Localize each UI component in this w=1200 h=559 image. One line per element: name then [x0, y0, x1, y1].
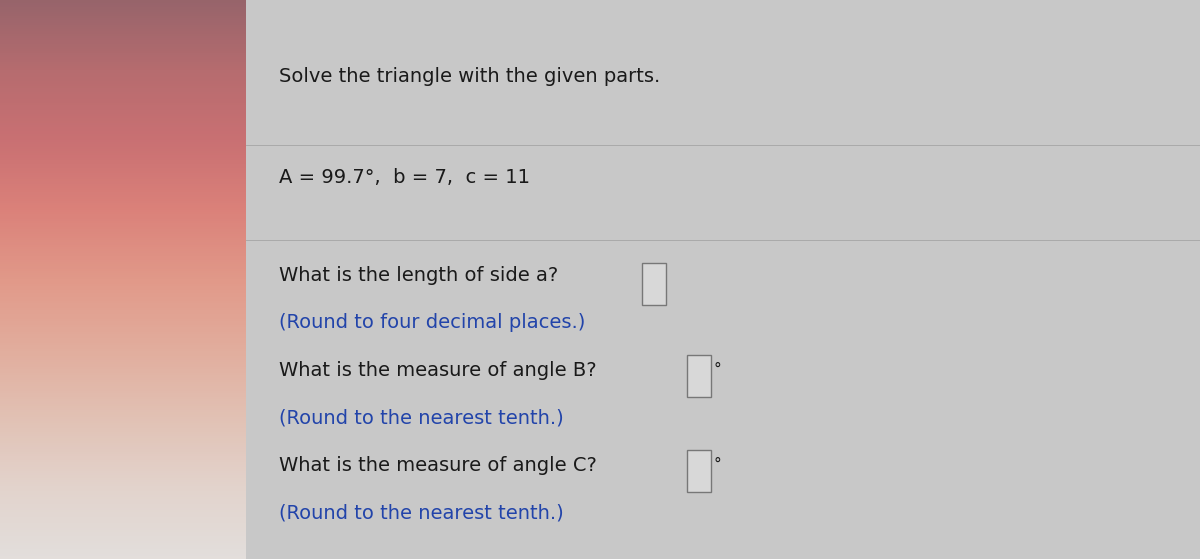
Text: (Round to the nearest tenth.): (Round to the nearest tenth.) [280, 408, 564, 427]
Text: (Round to four decimal places.): (Round to four decimal places.) [280, 313, 586, 332]
Text: A = 99.7°,  b = 7,  c = 11: A = 99.7°, b = 7, c = 11 [280, 168, 530, 187]
Text: Solve the triangle with the given parts.: Solve the triangle with the given parts. [280, 67, 661, 86]
FancyBboxPatch shape [686, 355, 710, 397]
Text: °: ° [714, 362, 721, 377]
Text: °: ° [714, 457, 721, 472]
Text: (Round to the nearest tenth.): (Round to the nearest tenth.) [280, 503, 564, 522]
Text: What is the measure of angle B?: What is the measure of angle B? [280, 361, 598, 380]
FancyBboxPatch shape [642, 263, 666, 305]
Text: What is the length of side a?: What is the length of side a? [280, 266, 559, 285]
FancyBboxPatch shape [686, 450, 710, 492]
Text: What is the measure of angle C?: What is the measure of angle C? [280, 456, 598, 475]
